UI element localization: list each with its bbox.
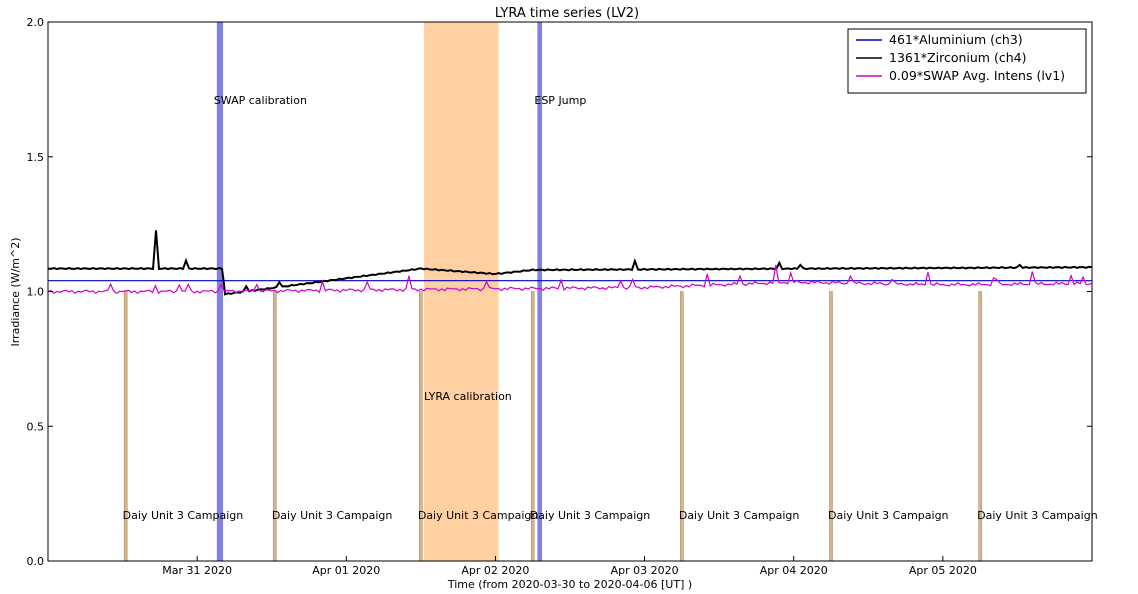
y-tick-label: 2.0 [27,16,45,29]
annotation-campaign: Daiy Unit 3 Campaign [123,509,244,522]
x-tick-label: Apr 04 2020 [760,564,828,577]
annotation-campaign: Daiy Unit 3 Campaign [418,509,539,522]
y-tick-label: 0.0 [27,555,45,568]
legend-label-461-aluminium-ch3: 461*Aluminium (ch3) [889,32,1023,47]
annotation-layer: SWAP calibration LYRA calibration ESP Jump… [123,94,1098,522]
x-tick-label: Apr 03 2020 [611,564,679,577]
shaded-region-swap-calibration [216,22,224,561]
x-tick-label: Apr 02 2020 [461,564,529,577]
annotation-esp-jump: ESP Jump [534,94,586,107]
shaded-region-lyra-calibration [423,22,499,561]
x-axis-label: Time (from 2020-03-30 to 2020-04-06 [UT]… [447,578,692,591]
annotation-campaign: Daiy Unit 3 Campaign [828,509,949,522]
annotation-swap-calibration: SWAP calibration [214,94,307,107]
annotation-campaign: Daiy Unit 3 Campaign [530,509,651,522]
x-tick-label: Mar 31 2020 [162,564,232,577]
legend-label-0-09-swap-avg-intens-lv1: 0.09*SWAP Avg. Intens (lv1) [889,68,1065,83]
tick-layer: Mar 31 2020 Apr 01 2020 Apr 02 2020 Apr 03 … [27,16,1092,577]
chart-title: LYRA time series (LV2) [495,6,639,21]
background-layer [123,22,982,562]
series-line-0-09-swap-avg-intens-lv1 [47,264,1093,295]
y-axis-label: Irradiance (W/m^2) [9,238,22,347]
x-tick-label: Apr 01 2020 [312,564,380,577]
legend: 461*Aluminium (ch3) 1361*Zirconium (ch4) 0… [847,28,1087,94]
annotation-campaign: Daiy Unit 3 Campaign [679,509,800,522]
annotation-campaign: Daiy Unit 3 Campaign [272,509,393,522]
shaded-region-esp-jump [537,22,543,561]
series-layer [47,230,1093,296]
y-tick-label: 1.0 [27,286,45,299]
annotation-lyra-calibration: LYRA calibration [424,390,512,403]
legend-box [847,28,1087,94]
legend-label-1361-zirconium-ch4: 1361*Zirconium (ch4) [889,50,1026,65]
series-line-1361-zirconium-ch4 [48,230,1093,296]
x-tick-label: Apr 05 2020 [909,564,977,577]
annotation-campaign: Daiy Unit 3 Campaign [977,509,1098,522]
y-tick-label: 1.5 [27,151,45,164]
y-tick-label: 0.5 [27,420,45,433]
